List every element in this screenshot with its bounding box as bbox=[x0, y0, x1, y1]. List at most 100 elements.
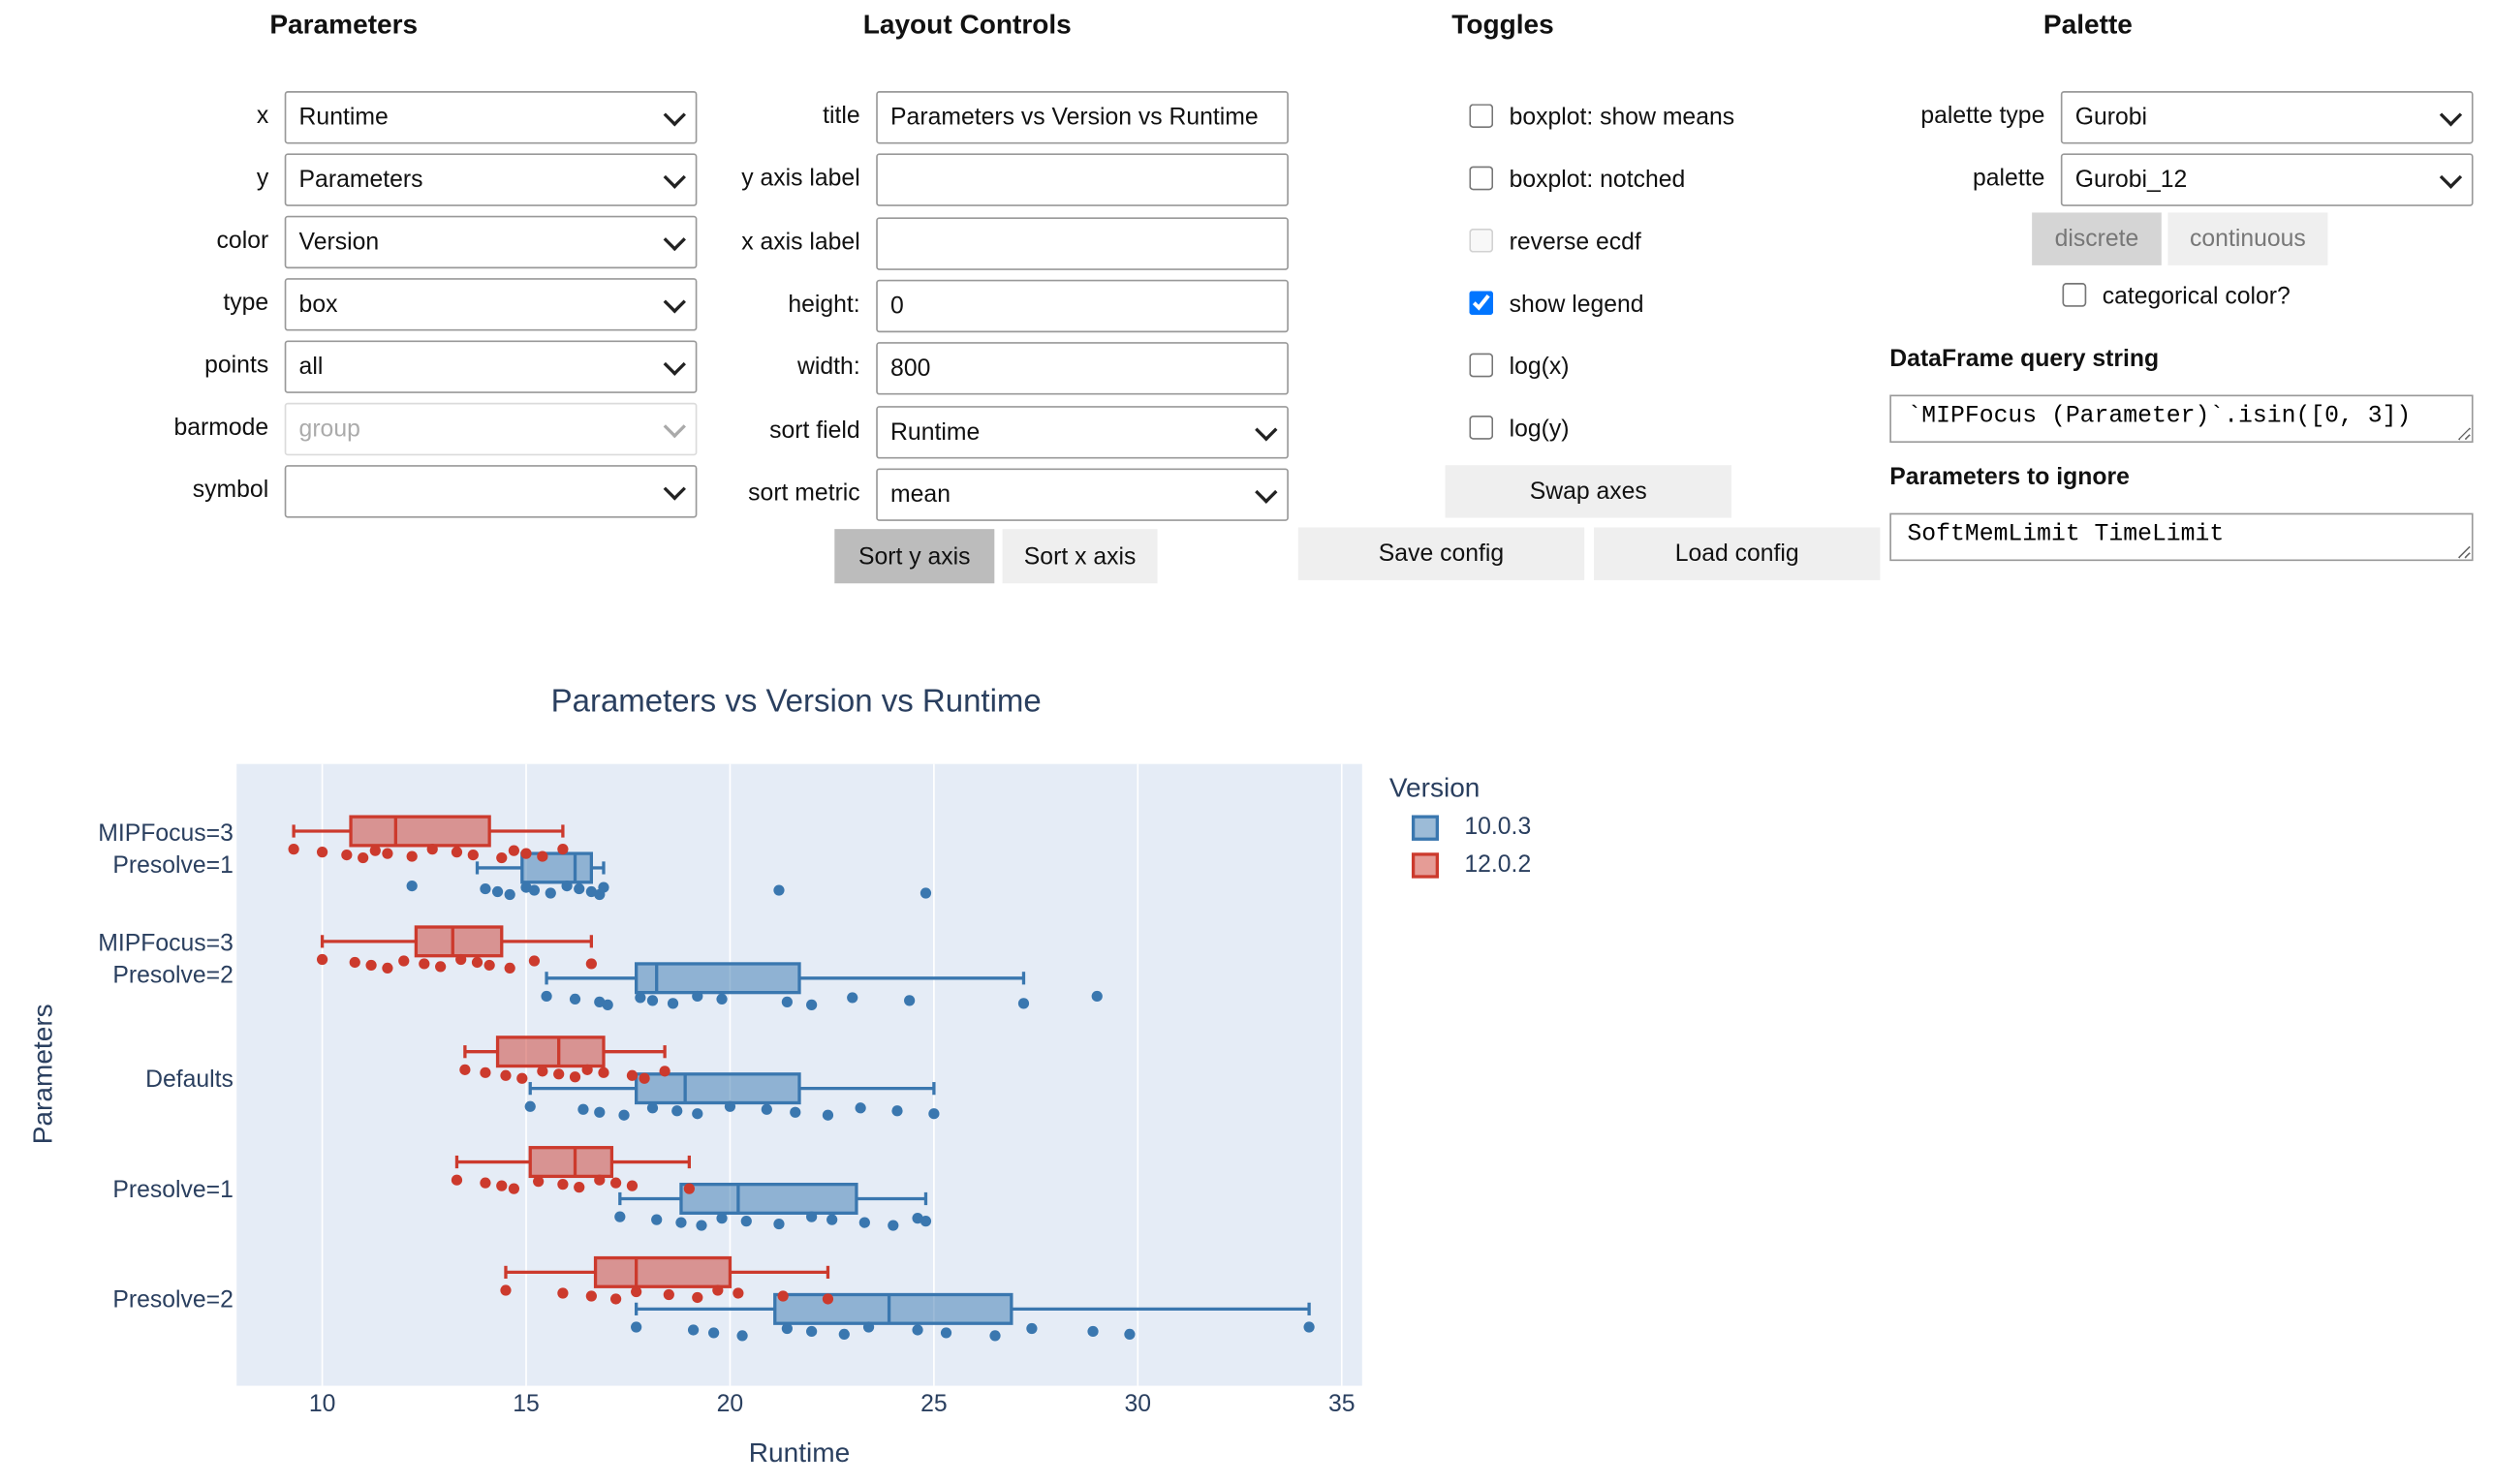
point bbox=[537, 850, 548, 862]
point bbox=[862, 1321, 875, 1333]
legend-label: 12.0.2 bbox=[1464, 851, 1531, 878]
dropdown[interactable]: Gurobi_12 bbox=[2060, 153, 2474, 206]
point bbox=[826, 1214, 838, 1225]
point bbox=[790, 1106, 801, 1118]
legend-title: Version bbox=[1389, 773, 1481, 803]
point bbox=[989, 1330, 1001, 1342]
point bbox=[524, 1100, 536, 1112]
point bbox=[858, 1217, 870, 1228]
point bbox=[646, 1102, 659, 1114]
text-input[interactable] bbox=[876, 153, 1289, 207]
checkbox-label: log(x) bbox=[1509, 353, 1570, 381]
box bbox=[349, 815, 491, 848]
text-input[interactable] bbox=[876, 91, 1289, 144]
text-input[interactable] bbox=[876, 216, 1289, 270]
box bbox=[773, 1292, 1013, 1325]
point bbox=[508, 1183, 520, 1194]
swap-axes-button[interactable]: Swap axes bbox=[1445, 465, 1731, 518]
point bbox=[382, 848, 393, 859]
point bbox=[646, 995, 659, 1006]
dropdown[interactable]: Runtime bbox=[284, 91, 698, 144]
point bbox=[716, 1213, 728, 1224]
heading: Toggles bbox=[1451, 9, 1554, 41]
point bbox=[855, 1102, 866, 1114]
load-config-button[interactable]: Load config bbox=[1594, 527, 1881, 580]
checkbox[interactable] bbox=[1469, 291, 1494, 316]
point bbox=[398, 955, 410, 967]
query-input[interactable]: `MIPFocus (Parameter)`.isin([0, 3]) bbox=[1889, 394, 2474, 444]
checkbox[interactable] bbox=[1469, 353, 1494, 378]
field-label: sort field bbox=[769, 416, 860, 444]
dropdown[interactable]: Runtime bbox=[876, 405, 1289, 458]
save-config-button[interactable]: Save config bbox=[1297, 527, 1585, 580]
categorical-checkbox[interactable] bbox=[2062, 283, 2087, 307]
point bbox=[635, 992, 646, 1004]
point bbox=[773, 884, 785, 896]
point bbox=[574, 882, 585, 895]
point bbox=[912, 1324, 923, 1336]
point bbox=[614, 1211, 626, 1222]
continuous-button[interactable]: continuous bbox=[2167, 212, 2328, 265]
point bbox=[626, 1069, 639, 1081]
point bbox=[455, 953, 467, 966]
dropdown[interactable]: mean bbox=[876, 468, 1289, 521]
point bbox=[716, 993, 728, 1005]
point bbox=[491, 885, 504, 898]
sort-y-button[interactable]: Sort y axis bbox=[834, 529, 995, 584]
x-axis-title: Runtime bbox=[749, 1438, 850, 1468]
point bbox=[594, 996, 606, 1007]
point bbox=[316, 953, 328, 966]
checkbox-label: boxplot: show means bbox=[1509, 104, 1735, 132]
point bbox=[369, 845, 381, 856]
point bbox=[561, 880, 573, 892]
point bbox=[838, 1328, 850, 1341]
y-axis-title: Parameters bbox=[28, 1004, 58, 1144]
point bbox=[435, 961, 447, 973]
point bbox=[594, 888, 606, 901]
point bbox=[891, 1105, 903, 1117]
point bbox=[557, 844, 569, 855]
point bbox=[288, 844, 299, 855]
dropdown[interactable]: Version bbox=[284, 215, 698, 269]
y-tick-label: MIPFocus=3 bbox=[98, 931, 234, 957]
point bbox=[1026, 1322, 1038, 1335]
box bbox=[520, 851, 594, 884]
point bbox=[496, 851, 508, 864]
dropdown[interactable]: group bbox=[284, 402, 698, 456]
field-label: palette type bbox=[1920, 102, 2045, 130]
point bbox=[806, 1325, 818, 1338]
y-tick-label: MIPFocus=3 bbox=[98, 820, 234, 847]
sort-x-button[interactable]: Sort x axis bbox=[1002, 529, 1158, 584]
box bbox=[414, 925, 504, 958]
point bbox=[1303, 1321, 1315, 1333]
ignore-input[interactable]: SoftMemLimit TimeLimit bbox=[1889, 512, 2474, 562]
checkbox[interactable] bbox=[1469, 416, 1494, 440]
y-tick-label: Presolve=1 bbox=[112, 852, 234, 879]
dropdown[interactable] bbox=[284, 465, 698, 518]
checkbox[interactable] bbox=[1469, 166, 1494, 191]
dropdown[interactable]: Gurobi bbox=[2060, 91, 2474, 144]
dropdown[interactable]: box bbox=[284, 278, 698, 331]
box bbox=[528, 1146, 614, 1179]
dropdown[interactable]: all bbox=[284, 340, 698, 393]
field-label: x bbox=[256, 102, 269, 130]
point bbox=[847, 992, 858, 1004]
plot-background bbox=[236, 763, 1362, 1386]
point bbox=[667, 998, 679, 1009]
point bbox=[663, 1288, 674, 1301]
checkbox-label: log(y) bbox=[1509, 416, 1570, 444]
checkbox[interactable] bbox=[1469, 228, 1494, 253]
heading: Layout Controls bbox=[862, 9, 1072, 41]
dropdown[interactable]: Parameters bbox=[284, 153, 698, 206]
point bbox=[609, 1293, 622, 1305]
point bbox=[609, 1177, 622, 1189]
point bbox=[659, 1066, 670, 1077]
point bbox=[557, 1179, 569, 1190]
text-input[interactable] bbox=[876, 279, 1289, 333]
checkbox[interactable] bbox=[1469, 104, 1494, 128]
text-input[interactable] bbox=[876, 342, 1289, 395]
discrete-button[interactable]: discrete bbox=[2032, 212, 2162, 265]
point bbox=[569, 1071, 581, 1083]
x-tick-label: 15 bbox=[513, 1391, 540, 1417]
heading: Parameters bbox=[269, 9, 419, 41]
